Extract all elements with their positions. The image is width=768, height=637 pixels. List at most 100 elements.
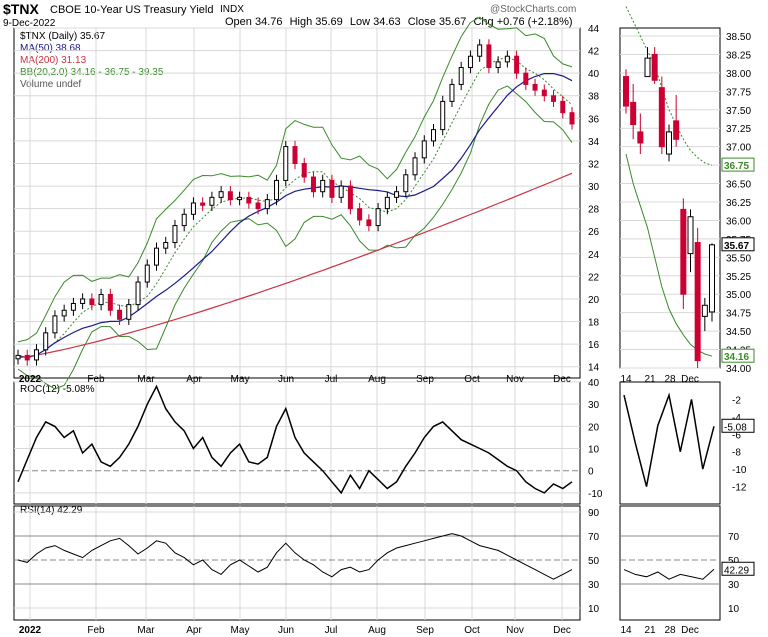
zoom-y-tick-label: 36.25 <box>726 198 751 209</box>
legend-volume: Volume undef <box>20 79 82 90</box>
chart-exchange: INDX <box>220 4 244 15</box>
zoom-y-tick-label: 38.25 <box>726 50 751 61</box>
roc-y-tick-label: 20 <box>588 422 600 433</box>
legend-ma50: MA(50) 38.68 <box>20 43 81 54</box>
roc-zoom-tag-text: -5.08 <box>724 422 747 433</box>
roc-zoom-y-tick-label: -8 <box>732 448 741 459</box>
moving-averages <box>17 73 573 359</box>
axis-labels: 1416182022242628303234363840424420222022… <box>19 24 755 636</box>
open-label: Open <box>225 16 252 28</box>
legend-ma200: MA(200) 31.13 <box>20 55 87 66</box>
rsi-y-tick-label: 50 <box>588 556 600 567</box>
ma200-line <box>17 172 573 359</box>
rsi-x-tick-label: 2022 <box>19 625 42 636</box>
legend-bb: BB(20,2.0) 34.16 - 36.75 - 39.35 <box>20 67 164 78</box>
bb-upper-line <box>17 16 573 343</box>
candle-body <box>301 162 307 178</box>
main-y-tick-label: 42 <box>588 47 600 58</box>
zoom-candle-body <box>680 208 687 295</box>
zoom-x-tick-label: 21 <box>644 374 656 385</box>
zoom-y-tick-label: 35.25 <box>726 272 751 283</box>
panel-frame-rsiz <box>619 505 721 621</box>
candle-body <box>274 179 280 201</box>
main-y-tick-label: 30 <box>588 182 600 193</box>
candle-body <box>329 179 335 198</box>
rsi-label: RSI(14) 42.29 <box>20 505 83 516</box>
roc-label: ROC(12) -5.08% <box>20 384 95 395</box>
zoom-tag-bb-upper-box <box>721 157 755 172</box>
rsi-x-tick-label: Apr <box>186 625 202 636</box>
main-x-tick-label: Jul <box>325 374 338 385</box>
rsi-x-tick-label: Mar <box>137 625 155 636</box>
zoom-x-tick-label-bottom: 21 <box>644 625 656 636</box>
zoom-candle-body <box>651 53 658 81</box>
candle-body <box>412 157 418 176</box>
rsi-panel <box>14 511 720 609</box>
main-y-tick-label: 32 <box>588 159 600 170</box>
main-y-tick-label: 34 <box>588 137 600 148</box>
candle-body <box>560 100 566 114</box>
rsi-x-tick-label: Aug <box>368 625 386 636</box>
candle-body <box>43 332 49 351</box>
candle-body <box>375 208 381 227</box>
panel-frame-roc <box>13 381 581 505</box>
candle-body <box>320 179 326 193</box>
candle-body <box>431 129 436 142</box>
roc-zoom-y-tick-label: -6 <box>732 430 741 441</box>
zoom-candle-body <box>666 131 672 155</box>
rsi-zoom-y-tick-label: 50 <box>728 556 740 567</box>
roc-y-tick-label: 40 <box>588 378 600 389</box>
main-y-tick-label: 22 <box>588 272 600 283</box>
roc-zoom-tag-box <box>721 418 755 433</box>
zoom-x-tick-label-bottom: 28 <box>664 625 676 636</box>
zoom-y-tick-label: 34.50 <box>726 327 751 338</box>
candle-body <box>264 199 270 210</box>
zoom-x-tick-label-bottom: Dec <box>681 625 699 636</box>
high-value: 35.69 <box>315 16 343 28</box>
open-value: 34.76 <box>254 16 283 28</box>
rsi-x-tick-label: Jun <box>278 625 294 636</box>
main-y-tick-label: 28 <box>588 205 600 216</box>
chart-name: CBOE 10-Year US Treasury Yield <box>50 4 214 16</box>
rsi-x-tick-label: Feb <box>87 625 105 636</box>
candle-body <box>523 72 529 85</box>
zoom-bb-middle <box>625 6 713 166</box>
main-x-tick-label: 2022 <box>19 374 42 385</box>
main-x-tick-label: Sep <box>416 374 434 385</box>
main-x-tick-label: Dec <box>553 374 571 385</box>
candle-body <box>384 196 390 210</box>
roc-zoom-y-tick-label: -12 <box>732 483 747 494</box>
price-candles <box>15 39 575 366</box>
rsi-y-tick-label: 70 <box>588 532 600 543</box>
ma50-line <box>17 73 573 359</box>
roc-zoom-y-tick-label: -10 <box>732 465 747 476</box>
legend-price: $TNX (Daily) 35.67 <box>20 31 106 42</box>
roc-zoom-y-tick-label: -2 <box>732 395 741 406</box>
main-x-tick-label: Mar <box>137 374 155 385</box>
zoom-candle-body <box>630 101 637 126</box>
candle-body <box>209 196 215 206</box>
main-y-tick-label: 40 <box>588 69 600 80</box>
candle-body <box>33 349 39 361</box>
candle-body <box>440 100 446 131</box>
main-y-tick-label: 36 <box>588 114 600 125</box>
candle-body <box>172 225 178 244</box>
main-y-tick-label: 38 <box>588 92 600 103</box>
panel-frame-rocz <box>619 381 721 505</box>
candle-body <box>190 202 196 215</box>
roc-panel <box>14 381 715 495</box>
candle-body <box>347 185 353 210</box>
main-y-tick-label: 14 <box>588 363 600 374</box>
zoom-y-tick-label: 37.50 <box>726 106 751 117</box>
zoom-y-tick-label: 38.00 <box>726 69 751 80</box>
zoom-tag-bb-upper-text: 36.75 <box>724 161 749 172</box>
zoom-y-tick-label: 37.75 <box>726 87 751 98</box>
candle-body <box>477 44 483 57</box>
ohlc-readout: Open 34.76 High 35.69 Low 34.63 Close 35… <box>225 16 573 28</box>
zoom-tag-bb-lower-text: 34.16 <box>724 352 749 363</box>
zoom-panel <box>620 6 720 369</box>
rsi-zoom-y-tick-label: 70 <box>728 532 740 543</box>
candle-body <box>89 298 95 306</box>
candle-body <box>163 242 169 249</box>
candle-body <box>394 191 400 198</box>
